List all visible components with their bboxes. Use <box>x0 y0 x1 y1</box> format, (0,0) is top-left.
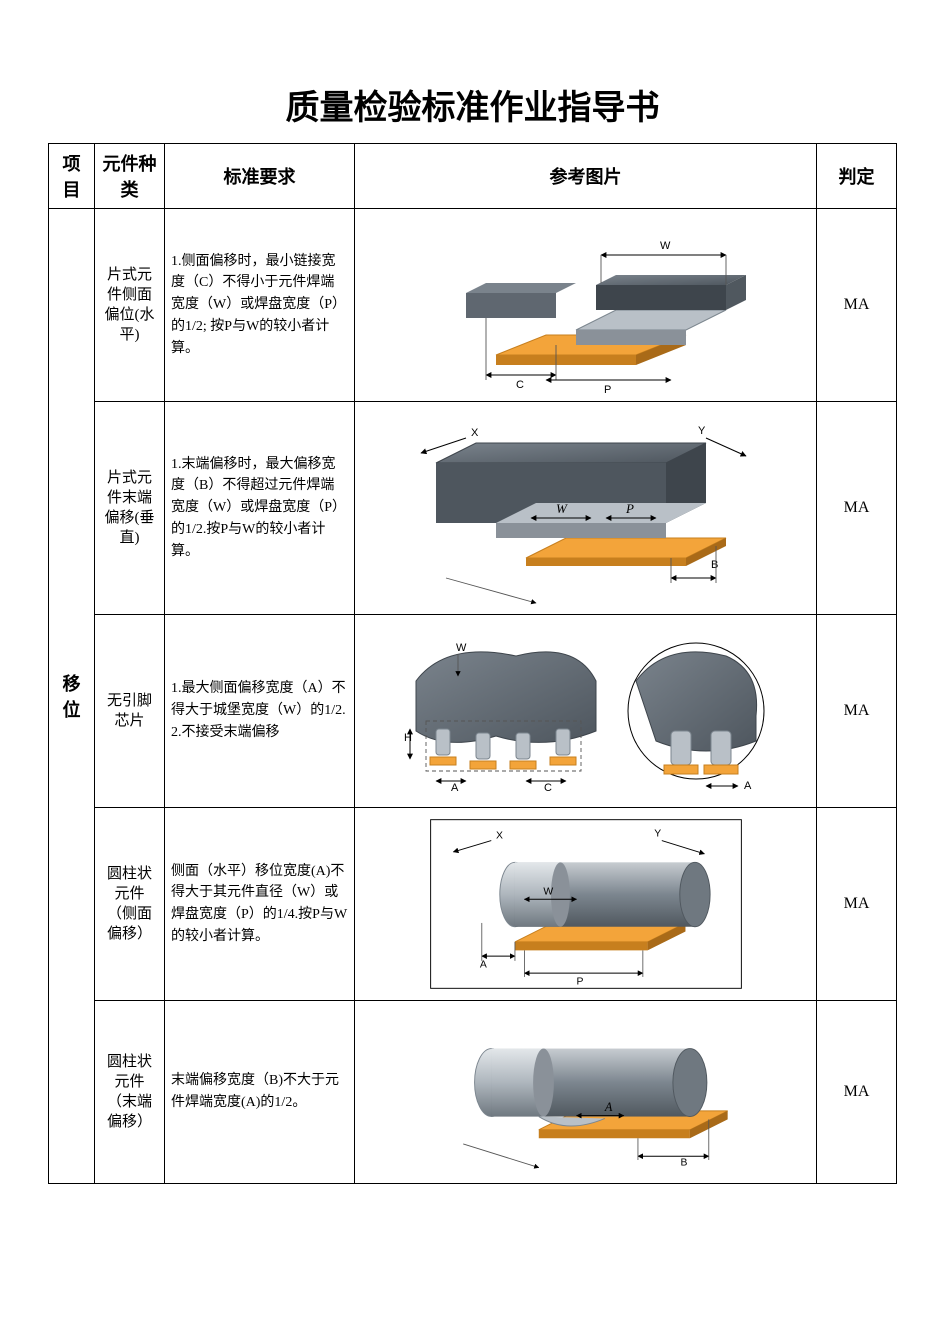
figure-cell: A B <box>355 1001 817 1184</box>
judgement: MA <box>817 209 897 402</box>
svg-text:A: A <box>744 780 752 792</box>
svg-text:B: B <box>680 1158 687 1169</box>
svg-text:X: X <box>496 831 503 842</box>
svg-text:B: B <box>711 559 718 571</box>
component-type: 片式元件末端偏移(垂直) <box>95 402 165 615</box>
requirement-text: 1.侧面偏移时，最小链接宽度（C）不得小于元件焊端宽度（W）或焊盘宽度（P）的1… <box>165 209 355 402</box>
requirement-text: 1.最大侧面偏移宽度（A）不得大于城堡宽度（W）的1/2. 2.不接受末端偏移 <box>165 615 355 808</box>
figure-cell: X Y W <box>355 402 817 615</box>
document-title: 质量检验标准作业指导书 <box>48 80 897 129</box>
component-type: 无引脚芯片 <box>95 615 165 808</box>
svg-text:P: P <box>604 384 611 395</box>
figure-cell: C P W <box>355 209 817 402</box>
figure-leadless-chip: W H A C <box>396 621 776 801</box>
svg-text:P: P <box>625 501 634 516</box>
project-cell: 移位 <box>49 209 95 1184</box>
svg-text:C: C <box>544 782 552 794</box>
figure-cylinder-end-offset: A B <box>416 1007 756 1177</box>
table-row: 圆柱状元件（末端偏移） 末端偏移宽度（B)不大于元件焊端宽度(A)的1/2。 <box>49 1001 897 1184</box>
col-header-project: 项目 <box>49 144 95 209</box>
requirement-text: 侧面（水平）移位宽度(A)不得大于其元件直径（W）或焊盘宽度（P）的1/4.按P… <box>165 808 355 1001</box>
requirement-text: 末端偏移宽度（B)不大于元件焊端宽度(A)的1/2。 <box>165 1001 355 1184</box>
svg-text:A: A <box>451 782 459 794</box>
figure-cell: X Y W <box>355 808 817 1001</box>
component-type: 圆柱状元件（末端偏移） <box>95 1001 165 1184</box>
inspection-table: 项目 元件种类 标准要求 参考图片 判定 移位 片式元件侧面偏位(水平) 1.侧… <box>48 143 897 1184</box>
svg-text:W: W <box>543 887 553 898</box>
figure-chip-side-offset: C P W <box>426 215 746 395</box>
table-row: 无引脚芯片 1.最大侧面偏移宽度（A）不得大于城堡宽度（W）的1/2. 2.不接… <box>49 615 897 808</box>
figure-cylinder-side-offset: X Y W <box>416 814 756 994</box>
col-header-judge: 判定 <box>817 144 897 209</box>
col-header-type: 元件种类 <box>95 144 165 209</box>
svg-text:W: W <box>556 501 568 516</box>
figure-cell: W H A C <box>355 615 817 808</box>
figure-chip-end-offset: X Y W <box>406 408 766 608</box>
svg-text:P: P <box>576 977 583 988</box>
component-type: 圆柱状元件（侧面偏移） <box>95 808 165 1001</box>
svg-text:W: W <box>660 240 671 252</box>
svg-text:Y: Y <box>698 425 706 437</box>
judgement: MA <box>817 808 897 1001</box>
col-header-figure: 参考图片 <box>355 144 817 209</box>
component-type: 片式元件侧面偏位(水平) <box>95 209 165 402</box>
judgement: MA <box>817 1001 897 1184</box>
table-row: 圆柱状元件（侧面偏移） 侧面（水平）移位宽度(A)不得大于其元件直径（W）或焊盘… <box>49 808 897 1001</box>
svg-text:W: W <box>456 642 467 654</box>
judgement: MA <box>817 615 897 808</box>
svg-text:Y: Y <box>654 829 661 840</box>
judgement: MA <box>817 402 897 615</box>
svg-text:X: X <box>471 427 479 439</box>
col-header-req: 标准要求 <box>165 144 355 209</box>
svg-text:A: A <box>603 1100 612 1114</box>
svg-text:A: A <box>479 959 486 970</box>
table-header-row: 项目 元件种类 标准要求 参考图片 判定 <box>49 144 897 209</box>
table-row: 片式元件末端偏移(垂直) 1.末端偏移时，最大偏移宽度（B）不得超过元件焊端宽度… <box>49 402 897 615</box>
svg-text:C: C <box>516 379 524 391</box>
requirement-text: 1.末端偏移时，最大偏移宽度（B）不得超过元件焊端宽度（W）或焊盘宽度（P）的1… <box>165 402 355 615</box>
svg-text:H: H <box>404 732 412 744</box>
table-row: 移位 片式元件侧面偏位(水平) 1.侧面偏移时，最小链接宽度（C）不得小于元件焊… <box>49 209 897 402</box>
